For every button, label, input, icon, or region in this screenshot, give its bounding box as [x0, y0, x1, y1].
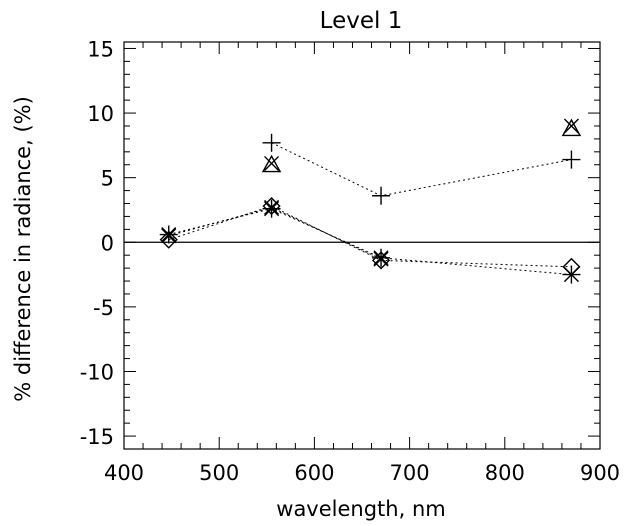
y-tick-label: -5 [93, 296, 114, 320]
y-tick-label: 15 [87, 37, 114, 61]
data-point [563, 118, 579, 134]
marker-stroke [561, 118, 582, 137]
marker-stroke [264, 199, 280, 215]
series-line [168, 208, 572, 276]
x-tick-label: 500 [199, 461, 239, 485]
data-point [264, 155, 280, 171]
marker-stroke [563, 267, 579, 283]
series-line [168, 205, 572, 268]
y-tick-label: 10 [87, 102, 114, 126]
x-tick-label: 700 [390, 461, 430, 485]
data-point [159, 225, 178, 244]
x-tick-label: 400 [104, 461, 144, 485]
data-point [264, 199, 280, 215]
marker-stroke [261, 154, 282, 173]
data-point [161, 228, 177, 244]
data-point [562, 150, 581, 169]
y-tick-label: -15 [80, 425, 114, 449]
plot-border [123, 41, 601, 450]
series-line [168, 206, 382, 260]
y-tick-label: 0 [101, 231, 114, 255]
x-tick-labels: 400 500 600 700 800 900 [104, 461, 620, 485]
series-lines [168, 142, 572, 276]
data-point [373, 251, 389, 267]
y-axis-label: % difference in radiance, (%) [11, 96, 35, 402]
axis-ticks [123, 42, 601, 450]
marker-stroke [161, 227, 177, 243]
marker-stroke [264, 201, 280, 217]
marker-stroke [563, 118, 579, 134]
plot-frame [123, 41, 601, 450]
marker-stroke [373, 251, 389, 267]
data-point [262, 133, 281, 152]
chart-title: Level 1 [320, 8, 403, 34]
x-tick-label: 600 [294, 461, 334, 485]
x-axis-label: wavelength, nm [276, 497, 445, 521]
marker-stroke [159, 230, 178, 249]
data-point [372, 248, 391, 267]
marker-stroke [373, 250, 389, 266]
y-tick-label: 5 [101, 167, 114, 191]
x-tick-label: 900 [580, 461, 620, 485]
data-markers [159, 118, 582, 284]
series-line [271, 142, 572, 197]
marker-stroke [264, 155, 280, 171]
y-tick-labels: -15 -10 -5 0 5 10 15 [80, 37, 114, 449]
data-point [372, 186, 391, 205]
data-point [262, 199, 281, 218]
data-point [159, 230, 178, 249]
data-point [261, 154, 282, 173]
data-point [562, 265, 581, 284]
y-tick-label: -10 [80, 360, 114, 384]
x-tick-label: 800 [485, 461, 525, 485]
data-point [561, 118, 582, 137]
marker-stroke [161, 228, 177, 244]
